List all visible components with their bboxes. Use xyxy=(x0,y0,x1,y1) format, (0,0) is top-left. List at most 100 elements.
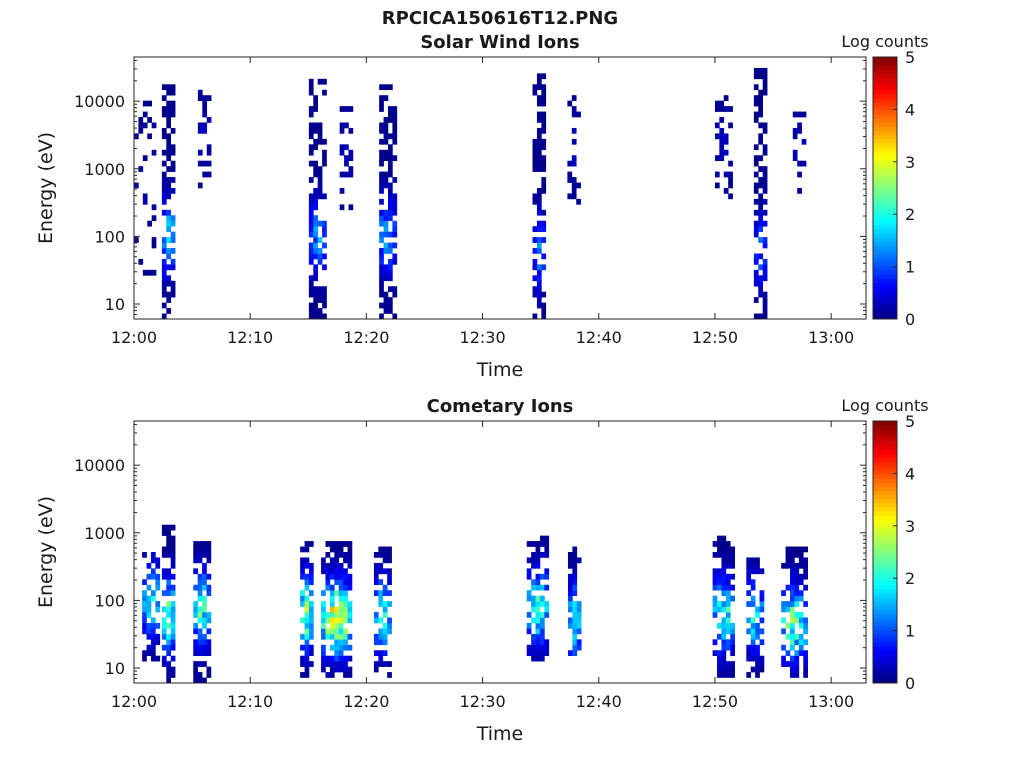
heatmap-cell xyxy=(755,622,760,629)
heatmap-cell xyxy=(170,111,176,118)
heatmap-cell xyxy=(202,650,207,657)
heatmap-cell xyxy=(166,644,172,651)
colorbar-segment xyxy=(873,515,897,520)
heatmap-cell xyxy=(541,89,547,96)
heatmap-cell xyxy=(746,672,752,678)
heatmap-cell xyxy=(379,106,384,112)
heatmap-cell xyxy=(202,127,208,134)
heatmap-cell xyxy=(334,573,340,580)
heatmap-cell xyxy=(535,612,541,618)
heatmap-cell xyxy=(382,622,388,629)
heatmap-cell xyxy=(755,628,760,635)
heatmap-cell xyxy=(541,138,547,145)
heatmap-cell xyxy=(170,286,176,293)
heatmap-cell xyxy=(197,573,203,580)
heatmap-cell xyxy=(379,138,384,145)
colorbar-segment xyxy=(873,298,897,304)
heatmap-cell xyxy=(571,193,577,200)
heatmap-cell xyxy=(379,248,384,254)
heatmap-cell xyxy=(753,258,759,265)
heatmap-cell xyxy=(170,541,176,547)
heatmap-cell xyxy=(373,568,379,575)
colorbar-segment xyxy=(873,212,897,218)
heatmap-cell xyxy=(790,601,795,607)
heatmap-cell xyxy=(567,606,573,613)
heatmap-cell xyxy=(193,650,198,657)
heatmap-cell xyxy=(166,601,172,607)
heatmap-cell xyxy=(794,552,800,558)
heatmap-cell xyxy=(166,275,172,282)
heatmap-cell xyxy=(721,633,727,640)
colorbar-segment xyxy=(873,61,897,66)
heatmap-cell xyxy=(308,650,314,657)
heatmap-cell xyxy=(347,606,353,613)
heatmap-cell xyxy=(142,552,147,558)
heatmap-cell xyxy=(794,601,800,607)
heatmap-cell xyxy=(348,155,354,162)
heatmap-cell xyxy=(762,188,768,194)
heatmap-cell xyxy=(758,106,764,112)
heatmap-cell xyxy=(725,672,731,678)
heatmap-cell xyxy=(535,644,541,651)
heatmap-cell xyxy=(571,106,577,112)
heatmap-cell xyxy=(387,231,393,238)
heatmap-cell xyxy=(166,138,172,145)
heatmap-cell xyxy=(798,612,804,618)
colorbar-segment xyxy=(873,490,897,496)
heatmap-cell xyxy=(536,100,542,107)
colorbar-segment xyxy=(873,666,897,672)
heatmap-cell xyxy=(387,672,392,678)
heatmap-cell xyxy=(798,633,804,640)
heatmap-cell xyxy=(161,198,167,205)
colorbar-frame xyxy=(872,420,898,684)
heatmap-cell xyxy=(531,562,536,569)
heatmap-cell xyxy=(392,127,398,134)
heatmap-cell xyxy=(535,573,541,580)
heatmap-cell xyxy=(378,562,384,569)
heatmap-cell xyxy=(532,160,538,167)
colorbar-segment xyxy=(873,637,897,643)
heatmap-cell xyxy=(753,280,759,287)
heatmap-cell xyxy=(758,166,764,172)
heatmap-cell xyxy=(161,188,167,194)
heatmap-cell xyxy=(206,95,212,101)
heatmap-cell xyxy=(206,666,212,673)
heatmap-cell xyxy=(383,182,389,189)
colorbar-segment xyxy=(873,253,897,259)
heatmap-cell xyxy=(347,546,353,553)
heatmap-cell xyxy=(206,144,212,151)
heatmap-cell xyxy=(712,552,718,558)
heatmap-cell xyxy=(758,89,764,96)
heatmap-cell xyxy=(746,644,752,651)
heatmap-cell xyxy=(322,297,327,303)
heatmap-cell xyxy=(348,106,354,112)
heatmap-cell xyxy=(721,622,727,629)
heatmap-cell xyxy=(382,601,388,607)
heatmap-cell xyxy=(746,590,752,596)
heatmap-cell xyxy=(166,666,172,673)
colorbar-segment xyxy=(873,65,897,70)
heatmap-cell xyxy=(721,541,727,547)
heatmap-cell xyxy=(343,655,348,662)
heatmap-cell xyxy=(202,106,208,112)
heatmap-cell xyxy=(717,535,722,542)
heatmap-cell xyxy=(755,562,760,569)
heatmap-cell xyxy=(798,622,804,629)
heatmap-cell xyxy=(304,557,310,564)
heatmap-cell xyxy=(392,133,398,140)
heatmap-cell xyxy=(202,677,207,684)
heatmap-cell xyxy=(712,595,718,602)
heatmap-cell xyxy=(567,160,573,167)
heatmap-cell xyxy=(202,160,208,167)
heatmap-cell xyxy=(576,198,581,205)
heatmap-cell xyxy=(535,541,541,547)
heatmap-cell xyxy=(725,595,731,602)
heatmap-cell xyxy=(567,622,573,629)
heatmap-cell xyxy=(308,89,314,96)
heatmap-cell xyxy=(750,633,756,640)
heatmap-cell xyxy=(762,149,768,156)
heatmap-cell xyxy=(308,215,314,222)
heatmap-cell xyxy=(387,590,392,596)
heatmap-cell xyxy=(347,633,353,640)
